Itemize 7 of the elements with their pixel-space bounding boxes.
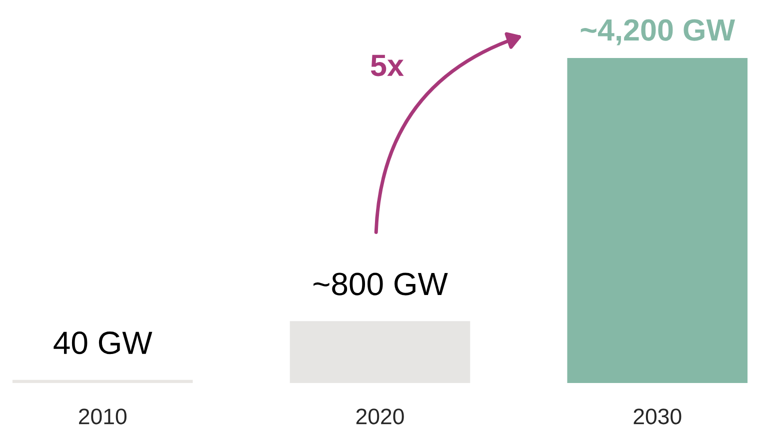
x-tick-label: 2010 [79, 408, 126, 424]
x-tick-label: 2030 [634, 408, 682, 424]
data-label: 40 GW [54, 332, 152, 354]
annotation: 5x [370, 54, 404, 76]
data-label: ~4,200 GW [580, 19, 736, 46]
data-label: ~800 GW [314, 272, 448, 296]
x-tick-label: 2020 [356, 408, 404, 424]
